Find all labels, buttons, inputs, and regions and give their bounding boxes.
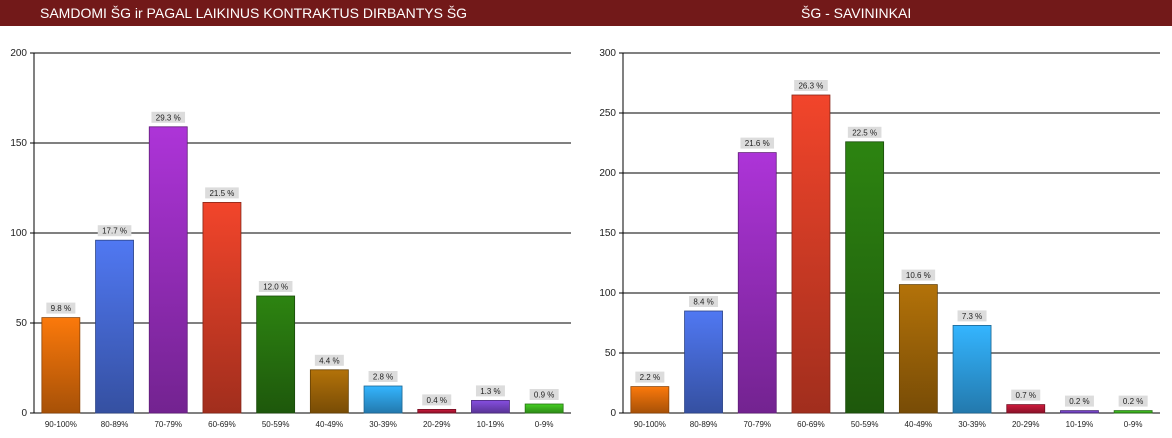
left-bar-90-100%	[41, 317, 81, 414]
left-bar-30-39%	[363, 385, 403, 414]
right-bar-50-59%	[845, 141, 885, 414]
right-category-label: 90-100%	[634, 420, 666, 429]
right-ytick-label: 150	[599, 228, 616, 239]
right-ytick-label: 0	[610, 408, 616, 419]
right-category-label: 70-79%	[743, 420, 771, 429]
left-data-label-bg	[314, 354, 344, 366]
right-data-label-bg	[635, 371, 665, 383]
left-data-label-bg	[46, 302, 76, 314]
left-category-label: 90-100%	[45, 420, 77, 429]
left-ytick-label: 0	[21, 408, 27, 419]
right-category-label: 0-9%	[1124, 420, 1143, 429]
header-bar: SAMDOMI ŠG ir PAGAL LAIKINUS KONTRAKTUS …	[0, 0, 1172, 26]
left-chart-title: SAMDOMI ŠG ir PAGAL LAIKINUS KONTRAKTUS …	[40, 5, 468, 21]
left-data-label: 12.0 %	[263, 283, 288, 292]
left-data-label-bg	[151, 111, 186, 123]
left-ytick-label: 50	[16, 318, 28, 329]
right-data-label-bg	[794, 80, 828, 91]
right-category-label: 80-89%	[690, 420, 718, 429]
left-data-label-bg	[97, 225, 132, 237]
right-data-label: 2.2 %	[640, 373, 660, 382]
right-data-label-bg	[689, 296, 719, 307]
left-bar-chart: 0 50 100 150 200 9.8 % 90-100% 17.7 % 80-89% 29.3…	[10, 48, 571, 429]
left-bar-20-29%	[417, 408, 457, 414]
left-data-label-bg	[368, 371, 398, 382]
right-data-label-bg	[847, 126, 882, 138]
left-data-label: 9.8 %	[51, 304, 71, 313]
left-data-label: 2.8 %	[373, 373, 393, 382]
right-category-label: 10-19%	[1066, 420, 1094, 429]
left-data-label-bg	[258, 281, 293, 292]
right-data-label-bg	[1118, 395, 1148, 407]
right-ytick-label: 200	[599, 168, 616, 179]
right-bar-30-39%	[952, 324, 992, 414]
right-data-label: 0.2 %	[1069, 397, 1089, 406]
left-category-label: 20-29%	[423, 420, 451, 429]
left-bar-10-19%	[471, 399, 510, 414]
left-data-label-bg	[529, 389, 559, 400]
right-bar-80-89%	[684, 310, 723, 414]
right-category-label: 60-69%	[797, 420, 825, 429]
left-data-label: 4.4 %	[319, 356, 339, 365]
right-data-label-bg	[957, 310, 987, 322]
right-bar-0-9%	[1113, 410, 1153, 414]
right-data-label: 8.4 %	[693, 298, 713, 307]
left-data-label: 21.5 %	[209, 189, 234, 198]
right-data-label: 10.6 %	[906, 271, 931, 280]
right-bar-10-19%	[1060, 410, 1099, 414]
right-category-label: 50-59%	[851, 420, 879, 429]
left-data-label: 0.9 %	[534, 391, 554, 400]
right-data-label-bg	[1064, 395, 1094, 407]
left-category-label: 30-39%	[369, 420, 397, 429]
left-data-label-bg	[205, 187, 239, 199]
right-data-label: 26.3 %	[798, 82, 823, 91]
right-ytick-label: 300	[599, 48, 616, 59]
left-bar-50-59%	[256, 295, 296, 414]
right-data-label-bg	[901, 269, 936, 281]
right-data-label: 0.2 %	[1123, 397, 1143, 406]
left-ytick-label: 200	[10, 48, 27, 59]
right-ytick-label: 250	[599, 108, 616, 119]
right-category-label: 40-49%	[905, 420, 933, 429]
right-data-label-bg	[1011, 389, 1041, 401]
left-ytick-label: 100	[10, 228, 27, 239]
left-category-label: 80-89%	[101, 420, 129, 429]
left-data-label: 0.4 %	[427, 396, 447, 405]
left-data-label-bg	[422, 394, 452, 406]
right-data-label-bg	[740, 137, 775, 149]
right-bar-70-79%	[737, 152, 777, 414]
right-category-label: 30-39%	[958, 420, 986, 429]
right-chart-title: ŠG - SAVININKAI	[801, 5, 912, 21]
left-data-label: 17.7 %	[102, 227, 127, 236]
left-category-label: 50-59%	[262, 420, 290, 429]
left-category-label: 0-9%	[535, 420, 554, 429]
left-ytick-label: 150	[10, 138, 27, 149]
right-data-label: 21.6 %	[745, 139, 770, 148]
left-bar-0-9%	[524, 403, 564, 414]
right-bar-40-49%	[898, 284, 938, 414]
right-bar-chart: 0 50 100 150 200 250 300 2.2 % 90-100% 8.4 % 80-89…	[599, 48, 1160, 429]
right-bar-60-69%	[791, 94, 831, 414]
left-category-label: 10-19%	[477, 420, 505, 429]
left-bar-70-79%	[148, 126, 188, 414]
right-bar-20-29%	[1006, 404, 1046, 414]
left-bar-80-89%	[95, 239, 134, 414]
left-category-label: 40-49%	[316, 420, 344, 429]
right-category-label: 20-29%	[1012, 420, 1040, 429]
right-data-label: 7.3 %	[962, 312, 982, 321]
left-bar-40-49%	[309, 369, 349, 414]
left-bar-60-69%	[202, 201, 242, 414]
right-bar-90-100%	[630, 386, 670, 414]
left-data-label: 1.3 %	[480, 387, 500, 396]
right-data-label: 22.5 %	[852, 128, 877, 137]
right-ytick-label: 100	[599, 288, 616, 299]
right-data-label: 0.7 %	[1016, 391, 1036, 400]
left-category-label: 60-69%	[208, 420, 236, 429]
right-ytick-label: 50	[605, 348, 617, 359]
left-category-label: 70-79%	[154, 420, 182, 429]
left-data-label-bg	[475, 385, 505, 397]
left-data-label: 29.3 %	[156, 113, 181, 122]
